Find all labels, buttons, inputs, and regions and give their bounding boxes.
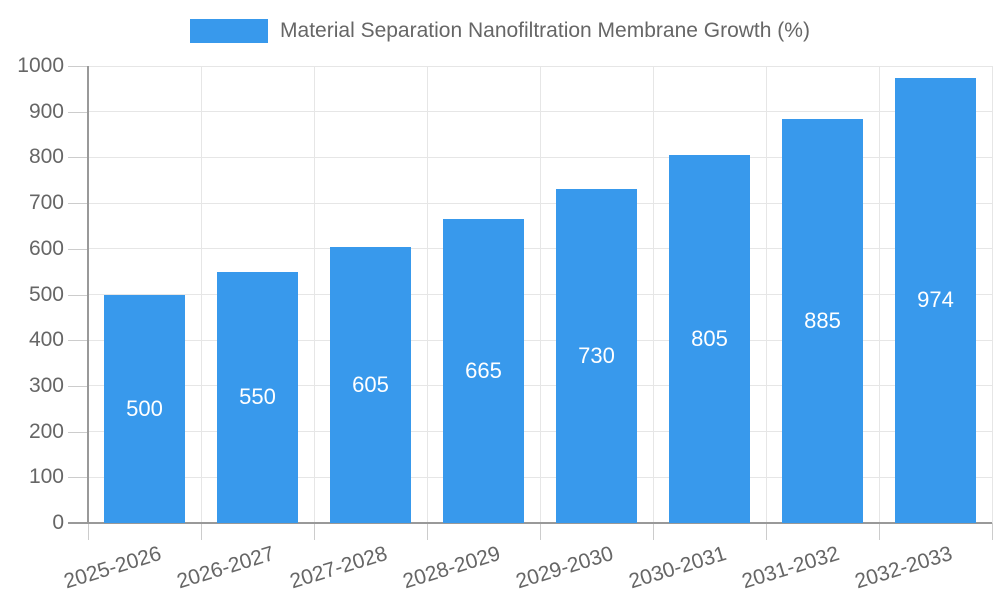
- y-tick-label: 700: [28, 191, 64, 215]
- y-tick: [68, 294, 88, 296]
- bar: 605: [330, 246, 411, 523]
- x-grid-line: [878, 66, 880, 523]
- y-tick: [68, 340, 88, 342]
- bar: 665: [443, 219, 524, 523]
- bar-value-label: 805: [691, 326, 728, 352]
- x-tick: [426, 523, 428, 540]
- y-tick-label: 200: [28, 419, 64, 443]
- y-axis-line: [87, 66, 89, 523]
- x-tick: [313, 523, 315, 540]
- x-axis-line: [68, 521, 992, 524]
- x-grid-line: [426, 66, 428, 523]
- bar: 885: [782, 118, 863, 523]
- y-tick-label: 1000: [17, 54, 64, 77]
- x-tick: [539, 523, 541, 540]
- bar-value-label: 730: [578, 343, 615, 369]
- y-tick-label: 300: [28, 373, 64, 397]
- y-tick: [68, 477, 88, 479]
- bar-value-label: 885: [804, 307, 841, 333]
- chart-legend[interactable]: Material Separation Nanofiltration Membr…: [0, 18, 1000, 44]
- y-tick: [68, 385, 88, 387]
- bar: 730: [556, 189, 637, 523]
- x-tick: [991, 523, 993, 540]
- y-tick: [68, 66, 88, 67]
- bar-value-label: 605: [352, 371, 389, 397]
- bar-value-label: 974: [917, 287, 954, 313]
- x-tick: [878, 523, 880, 540]
- x-tick: [200, 523, 202, 540]
- legend-swatch-icon: [190, 19, 269, 43]
- y-tick-label: 500: [28, 282, 64, 306]
- x-tick: [765, 523, 767, 540]
- x-tick: [652, 523, 654, 540]
- y-tick-label: 900: [28, 99, 64, 123]
- plot-area: 0 100 200 300 400 500 600 700 800 900 1000 500 550 60…: [17, 54, 993, 593]
- x-grid-line: [652, 66, 654, 523]
- y-tick-label: 100: [28, 465, 64, 489]
- y-tick-label: 400: [28, 328, 64, 352]
- y-tick: [68, 157, 88, 159]
- x-grid-line: [313, 66, 315, 523]
- x-tick: [87, 523, 89, 540]
- bar: 550: [217, 271, 298, 523]
- x-grid-line: [200, 66, 202, 523]
- x-grid-line: [539, 66, 541, 523]
- y-tick-label: 0: [52, 511, 64, 534]
- y-tick: [68, 431, 88, 433]
- y-tick: [68, 248, 88, 250]
- bar: 500: [104, 294, 185, 523]
- x-grid-line: [765, 66, 767, 523]
- bar-value-label: 665: [465, 358, 502, 384]
- bar-value-label: 500: [126, 395, 163, 421]
- y-tick: [68, 203, 88, 205]
- y-tick-label: 800: [28, 145, 64, 169]
- bar-value-label: 550: [239, 384, 276, 410]
- y-tick-label: 600: [28, 236, 64, 260]
- x-grid-line: [991, 66, 993, 523]
- bar: 974: [895, 77, 976, 523]
- bar: 805: [669, 155, 750, 523]
- y-tick: [68, 111, 88, 113]
- legend-label: Material Separation Nanofiltration Membr…: [280, 19, 810, 42]
